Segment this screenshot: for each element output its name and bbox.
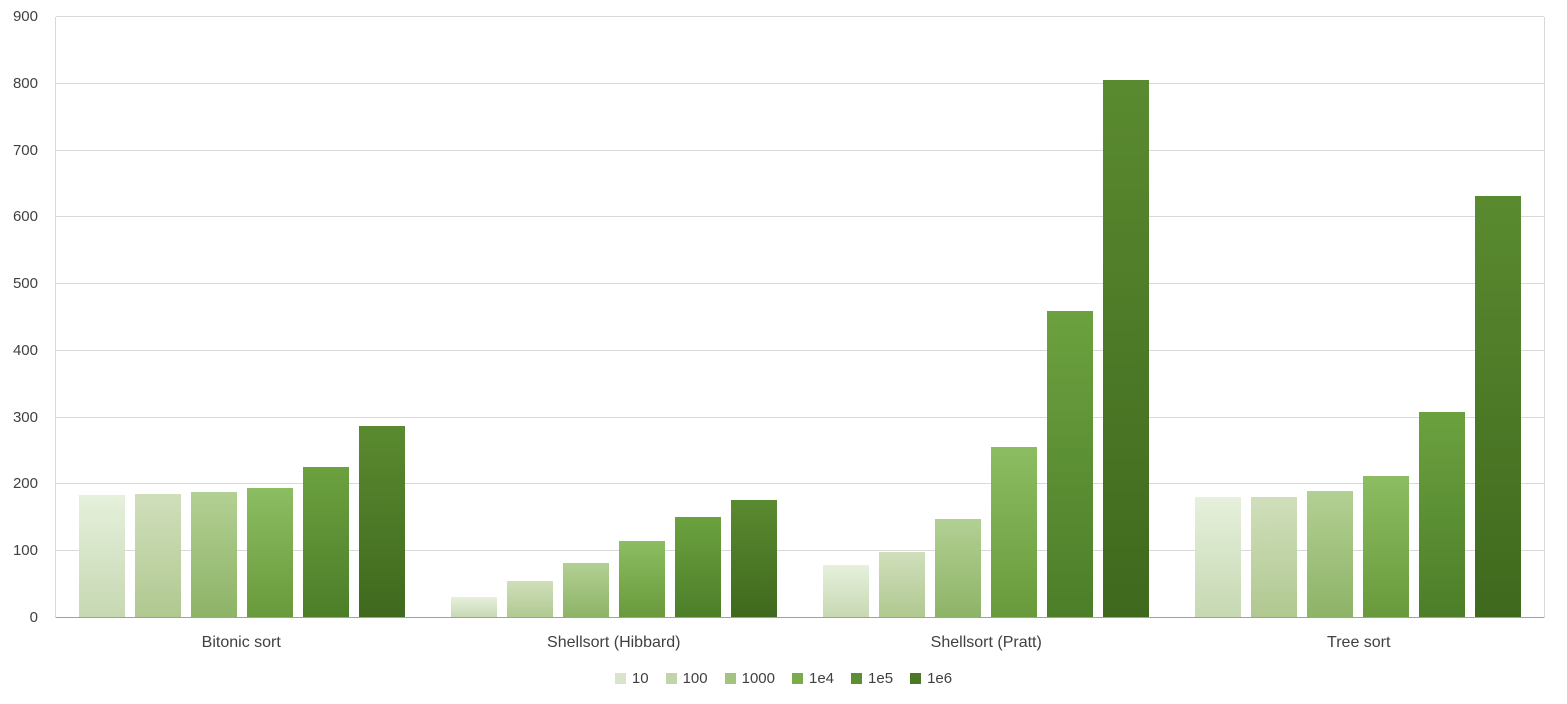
- y-tick-label: 800: [12, 74, 38, 92]
- bar-series-1e4: [247, 488, 293, 618]
- bar-series-1e6: [1103, 80, 1149, 618]
- bar-series-1e6: [359, 425, 405, 618]
- x-axis-label: Bitonic sort: [201, 634, 281, 651]
- bar-group-shellsort-hibbard: [428, 17, 800, 618]
- gridline: [56, 483, 1544, 485]
- bar-series-1000: [563, 563, 609, 618]
- bar-series-100: [135, 493, 181, 618]
- legend-label: 10: [631, 669, 649, 687]
- legend-item-1e4: 1e4: [792, 670, 834, 687]
- y-tick-label: 400: [12, 341, 38, 359]
- bar-group-shellsort-pratt: [800, 17, 1172, 618]
- y-tick-label: 900: [12, 8, 38, 25]
- bar-group-bitonic-sort: [56, 17, 428, 618]
- legend-swatch-icon: [792, 672, 803, 684]
- legend-label: 100: [682, 669, 708, 687]
- gridline: [56, 550, 1544, 552]
- y-tick-label: 500: [12, 275, 38, 293]
- y-tick-label: 200: [12, 475, 38, 493]
- legend-label: 1e4: [809, 669, 835, 687]
- y-tick-label: 700: [12, 141, 38, 159]
- legend-item-10: 10: [614, 669, 649, 687]
- legend-label: 1e5: [868, 669, 894, 687]
- bar-series-1000: [191, 492, 237, 618]
- legend-swatch-icon: [910, 672, 922, 684]
- bar-series-1e5: [1047, 310, 1093, 618]
- bar-series-100: [1251, 497, 1297, 618]
- bar-series-100: [507, 581, 553, 618]
- bar-series-10: [79, 495, 125, 618]
- bar-series-1e6: [1475, 195, 1521, 618]
- legend-swatch-icon: [614, 672, 626, 684]
- legend-swatch-icon: [724, 672, 736, 684]
- bar-groups: [56, 17, 1544, 618]
- x-axis-labels: Bitonic sort Shellsort (Hibbard) Shellsort…: [55, 631, 1545, 655]
- legend-label: 1000: [741, 669, 775, 687]
- legend-swatch-icon: [665, 672, 677, 684]
- bar-series-10: [823, 564, 869, 618]
- bar-series-1e4: [1363, 476, 1409, 618]
- bar-series-1e5: [1419, 411, 1465, 618]
- gridline: [56, 216, 1544, 218]
- bar-group-tree-sort: [1172, 17, 1544, 618]
- bar-series-1e4: [991, 447, 1037, 618]
- plot-area: [55, 16, 1545, 618]
- legend-swatch-icon: [851, 672, 863, 684]
- bar-series-10: [1195, 497, 1241, 618]
- y-tick-label: 100: [12, 542, 38, 560]
- legend-item-1e5: 1e5: [851, 670, 893, 687]
- gridline: [56, 149, 1544, 151]
- bar-series-100: [879, 551, 925, 618]
- x-axis-label: Tree sort: [1327, 634, 1391, 651]
- gridline: [56, 16, 1544, 17]
- gridline: [56, 82, 1544, 84]
- gridline: [56, 349, 1544, 351]
- bar-series-1000: [935, 518, 981, 618]
- bar-series-1e5: [675, 516, 721, 618]
- legend-item-1000: 1000: [724, 669, 775, 687]
- bar-series-1e4: [619, 541, 665, 618]
- legend-item-1e6: 1e6: [910, 670, 952, 687]
- y-tick-label: 600: [12, 208, 38, 226]
- bar-series-1000: [1307, 491, 1353, 618]
- x-axis-line: [56, 617, 1544, 618]
- gridline: [56, 283, 1544, 285]
- gridline: [56, 416, 1544, 418]
- y-axis: 0 100 200 300 400 500 600 700 800 900: [0, 9, 46, 626]
- bar-series-10: [451, 597, 497, 618]
- legend-item-100: 100: [665, 669, 708, 687]
- legend: 10 100 1000 1e4 1e5 1e6: [0, 668, 1567, 688]
- bar-series-1e6: [731, 499, 777, 618]
- y-tick-label: 0: [29, 609, 38, 626]
- bar-series-1e5: [303, 467, 349, 618]
- legend-label: 1e6: [927, 669, 953, 687]
- y-tick-label: 300: [12, 408, 38, 426]
- x-axis-label: Shellsort (Pratt): [930, 634, 1042, 651]
- x-axis-label: Shellsort (Hibbard): [547, 634, 681, 651]
